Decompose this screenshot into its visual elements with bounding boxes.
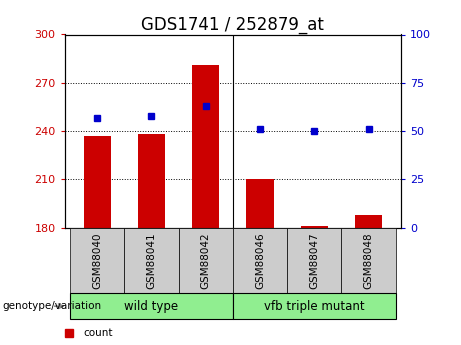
Bar	[233, 293, 396, 319]
Text: GSM88046: GSM88046	[255, 232, 265, 289]
Bar	[178, 228, 233, 293]
Bar	[83, 136, 111, 228]
Bar	[70, 228, 124, 293]
Bar	[70, 293, 233, 319]
Bar	[138, 134, 165, 228]
Bar	[233, 228, 287, 293]
Text: GSM88042: GSM88042	[201, 232, 211, 289]
Text: count: count	[83, 328, 112, 338]
Text: GSM88048: GSM88048	[364, 232, 373, 289]
Bar	[301, 226, 328, 228]
Text: vfb triple mutant: vfb triple mutant	[264, 300, 365, 313]
Text: GSM88040: GSM88040	[92, 232, 102, 289]
Title: GDS1741 / 252879_at: GDS1741 / 252879_at	[142, 17, 324, 34]
Bar	[246, 179, 273, 228]
Bar	[355, 215, 382, 228]
Text: genotype/variation: genotype/variation	[2, 301, 101, 311]
Bar	[287, 228, 341, 293]
Text: wild type: wild type	[124, 300, 178, 313]
Bar	[192, 65, 219, 228]
Text: GSM88041: GSM88041	[147, 232, 156, 289]
Text: GSM88047: GSM88047	[309, 232, 319, 289]
Bar	[124, 228, 178, 293]
Bar	[341, 228, 396, 293]
